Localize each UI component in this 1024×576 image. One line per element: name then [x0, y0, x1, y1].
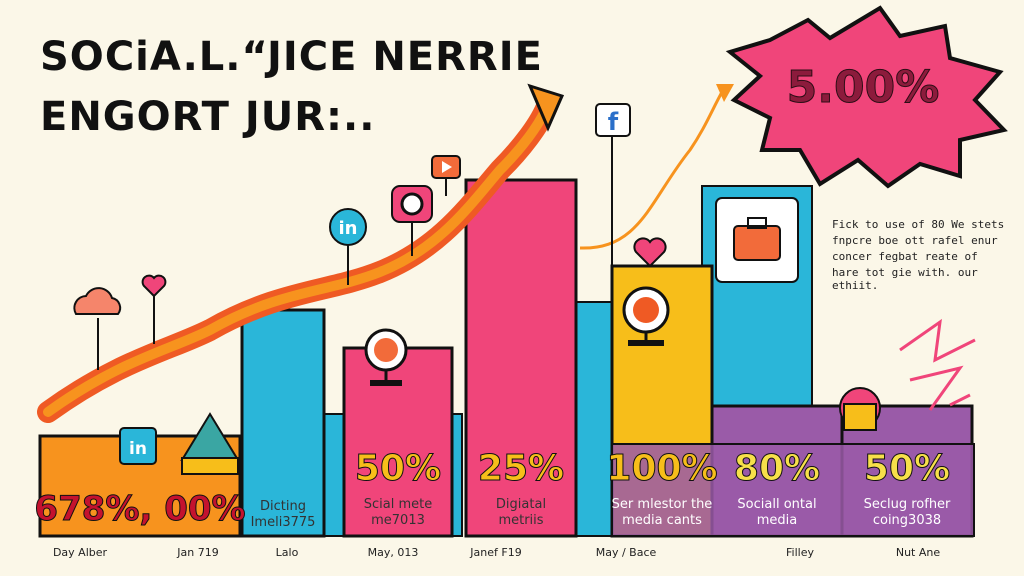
burst-value: 5.00%	[786, 62, 940, 114]
spark-marks	[899, 318, 976, 411]
bar-value-label: 25%	[478, 448, 564, 489]
note-line: concer fegbat reate of	[832, 250, 978, 263]
category-label: Jan 719	[176, 546, 218, 559]
trophy-icon	[622, 286, 670, 346]
bar-value-label: 50%	[864, 448, 950, 489]
svg-text:f: f	[608, 108, 619, 136]
heart-icon	[633, 237, 667, 268]
starburst-badge	[725, 5, 1008, 189]
svg-text:in: in	[339, 218, 358, 239]
linkedin-icon: in	[329, 208, 367, 285]
note-line: fnpcre boe ott rafel enur	[832, 234, 998, 247]
page-title-line-1: SOCiA.L.“JICE NERRIE	[40, 34, 543, 80]
bar-caption: Scial mete	[364, 497, 432, 512]
category-label: Day Alber	[53, 546, 108, 559]
facebook-icon: f	[595, 103, 631, 306]
category-label: Nut Ane	[896, 546, 941, 559]
category-label: Janef F19	[469, 546, 521, 559]
bar-caption: media	[757, 513, 798, 528]
bar-caption: Imeli3775	[251, 515, 316, 530]
briefcase-icon	[715, 197, 799, 283]
bar-value-label: 80%	[734, 448, 820, 489]
bar-caption: Seclug rofher	[864, 497, 951, 512]
heart-icon	[141, 274, 167, 344]
trophy-icon	[364, 328, 408, 386]
growth-arrow	[579, 84, 734, 250]
bar	[464, 178, 578, 538]
bar	[342, 346, 454, 538]
bar-caption: Sociall ontal	[737, 497, 816, 512]
bar-caption: Dicting	[260, 499, 306, 514]
bar-caption: Digiatal	[496, 497, 546, 512]
overlay-strip	[611, 443, 975, 537]
cake-icon	[839, 387, 881, 431]
bird-icon	[180, 412, 240, 475]
category-label: May, 013	[368, 546, 419, 559]
bar-value-label: 50%	[355, 448, 441, 489]
bar-caption: me7013	[371, 513, 425, 528]
bar-caption: media cants	[622, 513, 702, 528]
note-line: Fick to use of 80 We stets	[832, 218, 1005, 231]
bar-caption: Ser mlestor the	[612, 497, 713, 512]
cloud-icon	[73, 287, 122, 370]
svg-text:in: in	[129, 439, 147, 459]
category-label: May / Bace	[596, 546, 657, 559]
bar-caption: metriis	[498, 513, 543, 528]
instagram-icon	[391, 185, 433, 256]
bar-value-label: 100%	[606, 448, 717, 489]
page-title-line-2: ENGORT JUR:..	[40, 94, 376, 140]
bar	[240, 308, 326, 538]
youtube-icon	[431, 155, 461, 196]
category-label: Filley	[786, 546, 814, 559]
twitter-icon: in	[119, 427, 157, 465]
trend-arrow	[37, 83, 565, 423]
bar-caption: coing3038	[873, 513, 941, 528]
bar-value-label: 678%, 00%	[34, 489, 245, 529]
category-label: Lalo	[276, 546, 299, 559]
note-line: hare tot gie with. our ethiit.	[832, 266, 978, 292]
